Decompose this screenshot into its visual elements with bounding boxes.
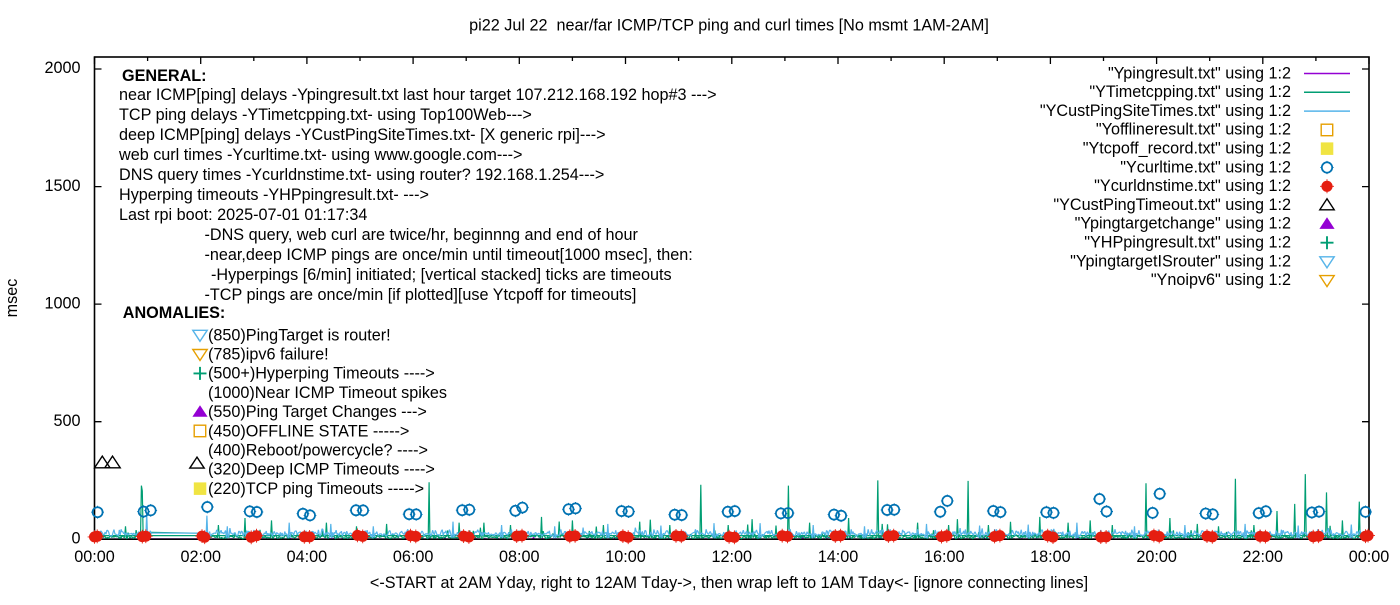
- svg-text:"Ypingresult.txt" using 1:2: "Ypingresult.txt" using 1:2: [1108, 64, 1291, 82]
- svg-text:-TCP pings are once/min [if pl: -TCP pings are once/min [if plotted][use…: [205, 286, 637, 304]
- svg-text:near ICMP[ping] delays -Ypingr: near ICMP[ping] delays -Ypingresult.txt …: [119, 86, 717, 104]
- svg-text:-DNS query, web curl are twice: -DNS query, web curl are twice/hr, begin…: [205, 226, 639, 244]
- svg-text:"YCustPingTimeout.txt" using 1: "YCustPingTimeout.txt" using 1:2: [1053, 196, 1291, 214]
- svg-text:"Ycurldnstime.txt" using 1:2: "Ycurldnstime.txt" using 1:2: [1094, 177, 1291, 195]
- svg-text:2000: 2000: [44, 59, 80, 77]
- svg-text:Hyperping timeouts -YHPpingres: Hyperping timeouts -YHPpingresult.txt- -…: [119, 186, 429, 204]
- svg-text:"Yofflineresult.txt" using 1:2: "Yofflineresult.txt" using 1:2: [1096, 121, 1291, 139]
- svg-text:GENERAL:: GENERAL:: [122, 67, 207, 85]
- svg-text:"Ynoipv6" using 1:2: "Ynoipv6" using 1:2: [1151, 271, 1291, 289]
- svg-text:"YTimetcpping.txt" using 1:2: "YTimetcpping.txt" using 1:2: [1089, 83, 1291, 101]
- svg-text:00:00: 00:00: [74, 548, 115, 566]
- svg-text:(220)TCP ping Timeouts ----->: (220)TCP ping Timeouts ----->: [208, 480, 424, 498]
- svg-text:"Ycurltime.txt" using 1:2: "Ycurltime.txt" using 1:2: [1120, 158, 1291, 176]
- svg-text:Last rpi boot: 2025-07-01 01:1: Last rpi boot: 2025-07-01 01:17:34: [119, 206, 367, 224]
- svg-text:deep ICMP[ping] delays -YCustP: deep ICMP[ping] delays -YCustPingSiteTim…: [119, 126, 606, 144]
- svg-text:22:00: 22:00: [1243, 548, 1284, 566]
- svg-text:02:00: 02:00: [180, 548, 221, 566]
- svg-text:06:00: 06:00: [393, 548, 434, 566]
- svg-text:"YCustPingSiteTimes.txt" using: "YCustPingSiteTimes.txt" using 1:2: [1040, 102, 1291, 120]
- svg-text:<-START at 2AM Yday, right to: <-START at 2AM Yday, right to 12AM Tday-…: [370, 574, 1088, 592]
- svg-text:(550)Ping Target Changes --->: (550)Ping Target Changes --->: [208, 403, 427, 421]
- svg-text:pi22 Jul 22 near/far ICMP/TCP: pi22 Jul 22 near/far ICMP/TCP ping and c…: [469, 17, 989, 35]
- svg-text:0: 0: [71, 529, 80, 547]
- svg-text:-near,deep ICMP pings are once: -near,deep ICMP pings are once/min until…: [205, 246, 693, 264]
- svg-text:16:00: 16:00: [924, 548, 965, 566]
- svg-text:00:00: 00:00: [1349, 548, 1390, 566]
- svg-text:msec: msec: [3, 279, 21, 318]
- svg-text:04:00: 04:00: [287, 548, 328, 566]
- svg-text:(500+)Hyperping Timeouts ---->: (500+)Hyperping Timeouts ---->: [208, 365, 435, 383]
- svg-text:(450)OFFLINE STATE ----->: (450)OFFLINE STATE ----->: [208, 422, 409, 440]
- svg-text:08:00: 08:00: [499, 548, 540, 566]
- svg-text:12:00: 12:00: [712, 548, 753, 566]
- svg-text:"Ytcpoff_record.txt" using 1:2: "Ytcpoff_record.txt" using 1:2: [1083, 140, 1291, 158]
- svg-text:"YHPpingresult.txt" using 1:2: "YHPpingresult.txt" using 1:2: [1084, 234, 1291, 252]
- svg-text:(1000)Near ICMP Timeout spikes: (1000)Near ICMP Timeout spikes: [208, 384, 447, 402]
- svg-text:-Hyperpings [6/min] initiated;: -Hyperpings [6/min] initiated; [vertical…: [211, 266, 672, 284]
- svg-text:ANOMALIES:: ANOMALIES:: [123, 304, 226, 322]
- svg-text:"YpingtargetISrouter" using 1:: "YpingtargetISrouter" using 1:2: [1070, 252, 1291, 270]
- svg-text:(850)PingTarget is router!: (850)PingTarget is router!: [208, 326, 391, 344]
- svg-text:14:00: 14:00: [818, 548, 859, 566]
- svg-text:DNS query times -Ycurldnstime.: DNS query times -Ycurldnstime.txt- using…: [119, 166, 604, 184]
- svg-text:20:00: 20:00: [1136, 548, 1177, 566]
- svg-text:(785)ipv6 failure!: (785)ipv6 failure!: [208, 346, 329, 364]
- svg-text:1500: 1500: [44, 177, 80, 195]
- svg-text:500: 500: [53, 412, 80, 430]
- svg-text:10:00: 10:00: [605, 548, 646, 566]
- svg-text:(400)Reboot/powercycle? ---->: (400)Reboot/powercycle? ---->: [208, 442, 428, 460]
- svg-text:web curl times -Ycurltime.txt-: web curl times -Ycurltime.txt- using www…: [118, 146, 522, 164]
- svg-text:1000: 1000: [44, 294, 80, 312]
- svg-text:TCP ping delays -YTimetcpping.: TCP ping delays -YTimetcpping.txt- using…: [119, 106, 532, 124]
- svg-text:"Ypingtargetchange" using 1:2: "Ypingtargetchange" using 1:2: [1075, 215, 1291, 233]
- svg-text:(320)Deep ICMP Timeouts ---->: (320)Deep ICMP Timeouts ---->: [208, 461, 435, 479]
- svg-text:18:00: 18:00: [1030, 548, 1071, 566]
